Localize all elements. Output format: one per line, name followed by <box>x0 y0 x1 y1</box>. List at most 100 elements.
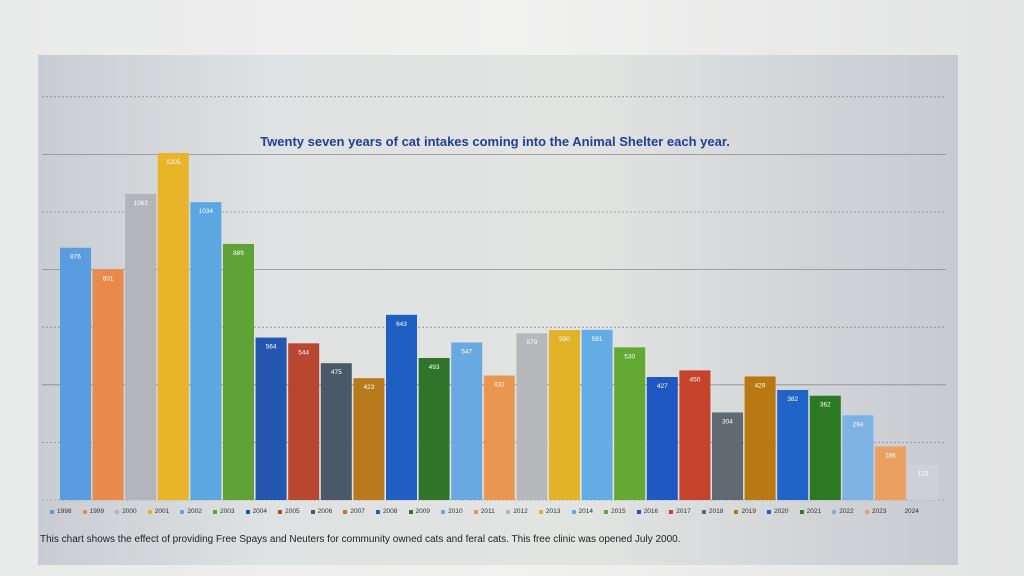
legend-label: 2014 <box>578 508 593 515</box>
legend-item-2008: 2008 <box>375 508 409 515</box>
data-label-2015: 530 <box>624 353 635 360</box>
data-label-2011: 432 <box>494 382 505 389</box>
legend-swatch <box>701 509 706 514</box>
legend-label: 2020 <box>774 508 789 515</box>
legend-label: 2012 <box>513 508 528 515</box>
legend-label: 2017 <box>676 508 691 515</box>
bar-2001 <box>157 152 189 500</box>
legend-item-2001: 2001 <box>147 508 181 515</box>
legend-swatch <box>50 509 54 514</box>
bar-2023 <box>875 446 906 500</box>
bar-2003 <box>223 243 254 500</box>
legend-label: 2001 <box>154 508 170 515</box>
bar-2002 <box>190 202 222 500</box>
data-label-2022: 294 <box>852 421 863 428</box>
legend-label: 2022 <box>839 508 854 515</box>
chart-caption: This chart shows the effect of providing… <box>40 534 681 545</box>
legend-item-2013: 2013 <box>538 508 572 515</box>
data-label-2008: 643 <box>396 321 407 328</box>
bar-2014 <box>581 329 613 500</box>
data-label-2014: 591 <box>592 336 603 343</box>
legend-label: 2006 <box>317 508 333 515</box>
legend-swatch <box>343 509 348 514</box>
data-label-2020: 382 <box>787 396 798 403</box>
legend-item-2004: 2004 <box>245 508 279 515</box>
bar-2018 <box>712 412 743 500</box>
bar-2000 <box>125 193 157 500</box>
legend-label: 2021 <box>806 508 822 515</box>
data-label-1999: 801 <box>103 275 114 282</box>
legend-item-2020: 2020 <box>767 508 800 515</box>
legend-swatch <box>245 509 250 514</box>
bar-2011 <box>483 375 515 500</box>
bar-2008 <box>386 314 417 500</box>
legend-label: 2011 <box>480 508 495 515</box>
data-label-2012: 579 <box>526 339 537 346</box>
bar-2022 <box>842 415 874 500</box>
legend-label: 1998 <box>57 508 72 515</box>
legend-label: 2004 <box>252 508 268 515</box>
legend-swatch <box>864 509 869 514</box>
data-label-2016: 427 <box>657 383 668 390</box>
bar-2009 <box>418 358 450 500</box>
legend-swatch <box>310 509 315 514</box>
legend-swatch <box>604 509 609 514</box>
legend-label: 2009 <box>415 508 430 515</box>
legend-item-2016: 2016 <box>636 508 670 515</box>
bar-2012 <box>516 333 548 500</box>
data-label-2005: 544 <box>298 349 309 356</box>
legend-item-2015: 2015 <box>604 508 637 515</box>
bar-2019 <box>744 376 776 500</box>
legend-swatch <box>669 509 674 514</box>
legend-swatch <box>636 509 641 514</box>
legend-item-2018: 2018 <box>701 508 735 515</box>
bar-2021 <box>809 395 841 500</box>
data-label-2024: 123 <box>918 471 929 478</box>
bar-2020 <box>777 389 809 500</box>
legend-item-1998: 1998 <box>50 508 83 515</box>
data-label-2007: 423 <box>363 384 374 391</box>
legend-item-2003: 2003 <box>212 508 246 515</box>
legend-item-2009: 2009 <box>408 508 442 515</box>
legend-label: 2015 <box>611 508 626 515</box>
legend-swatch <box>734 509 739 514</box>
legend-label: 2002 <box>187 508 202 515</box>
legend-item-2014: 2014 <box>571 508 605 515</box>
data-label-2010: 547 <box>461 348 472 355</box>
legend-item-2005: 2005 <box>278 508 311 515</box>
data-label-2003: 889 <box>233 250 244 257</box>
legend-label: 2010 <box>448 508 463 515</box>
legend-label: 2024 <box>904 508 919 515</box>
legend-label: 2016 <box>643 508 659 515</box>
legend-swatch <box>538 509 543 514</box>
bar-2006 <box>320 363 352 500</box>
legend-label: 2008 <box>382 508 398 515</box>
legend-swatch <box>897 509 902 514</box>
legend-swatch <box>180 509 185 514</box>
legend-item-2007: 2007 <box>343 508 376 515</box>
data-label-2009: 493 <box>429 364 440 371</box>
legend-swatch <box>212 509 217 514</box>
legend-item-2000: 2000 <box>115 508 148 515</box>
legend-swatch <box>82 509 87 514</box>
legend-label: 2007 <box>350 508 365 515</box>
legend-swatch <box>115 509 120 514</box>
data-label-2006: 475 <box>331 369 342 376</box>
legend-swatch <box>408 509 413 514</box>
data-label-2023: 186 <box>885 452 896 459</box>
bar-2015 <box>614 347 646 500</box>
bar-2017 <box>679 370 711 500</box>
legend-swatch <box>473 509 478 514</box>
legend-item-2019: 2019 <box>734 508 767 515</box>
bar-2024 <box>907 464 939 500</box>
legend-swatch <box>147 509 152 514</box>
bar-2013 <box>549 330 580 500</box>
legend-item-2024: 2024 <box>897 508 930 515</box>
legend-item-2022: 2022 <box>832 508 865 515</box>
legend-label: 2013 <box>545 508 561 515</box>
legend-swatch <box>441 509 446 514</box>
data-label-2001: 1205 <box>166 159 181 166</box>
legend-item-2012: 2012 <box>506 508 539 515</box>
data-label-2013: 590 <box>559 336 570 343</box>
bar-2016 <box>646 377 678 500</box>
